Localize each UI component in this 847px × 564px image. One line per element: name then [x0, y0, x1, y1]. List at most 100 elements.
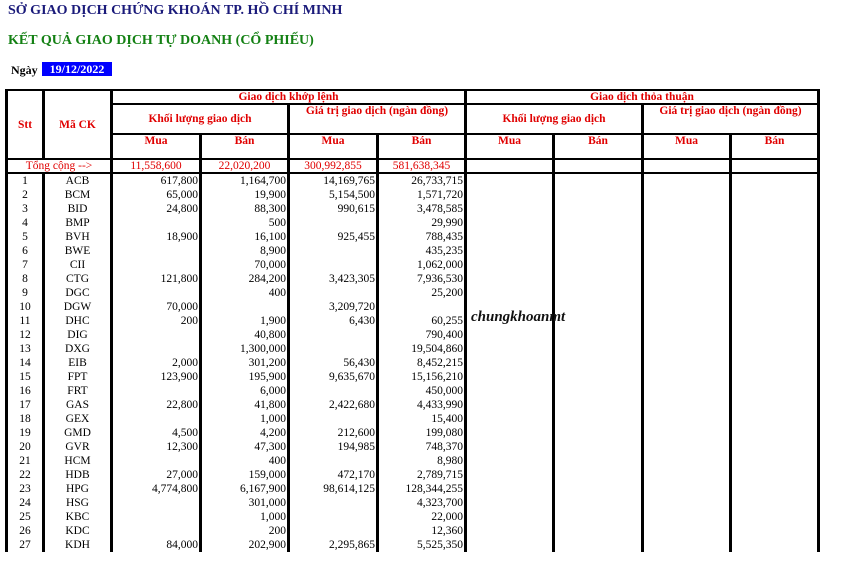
- cell-gt-mua: 990,615: [287, 202, 379, 216]
- cell-thoa-thuan: [552, 482, 644, 496]
- cell-thoa-thuan: [464, 258, 555, 272]
- report-title: KẾT QUẢ GIAO DỊCH TỰ DOANH (CỔ PHIẾU): [8, 33, 314, 48]
- cell-thoa-thuan: [641, 426, 732, 440]
- cell-kl-mua: 27,000: [110, 468, 202, 482]
- cell-stt: 26: [5, 524, 45, 538]
- cell-thoa-thuan: [641, 314, 732, 328]
- cell-kl-mua: [110, 244, 202, 258]
- cell-kl-ban: 500: [199, 216, 290, 230]
- cell-kl-ban: 159,000: [199, 468, 290, 482]
- cell-ma-ck: KDH: [42, 538, 113, 552]
- cell-gt-ban: 25,200: [376, 286, 467, 300]
- cell-thoa-thuan: [464, 468, 555, 482]
- cell-gt-mua: 2,295,865: [287, 538, 379, 552]
- table-row: 4 BMP 500 29,990: [5, 216, 820, 230]
- cell-thoa-thuan: [729, 314, 820, 328]
- cell-thoa-thuan: [464, 202, 555, 216]
- cell-gt-ban: 7,936,530: [376, 272, 467, 286]
- cell-ma-ck: GEX: [42, 412, 113, 426]
- cell-stt: 2: [5, 188, 45, 202]
- cell-thoa-thuan: [641, 216, 732, 230]
- cell-ma-ck: CTG: [42, 272, 113, 286]
- cell-gt-ban: 450,000: [376, 384, 467, 398]
- cell-ma-ck: DGW: [42, 300, 113, 314]
- cell-gt-mua: 3,423,305: [287, 272, 379, 286]
- cell-kl-ban: 19,900: [199, 188, 290, 202]
- cell-thoa-thuan: [552, 314, 644, 328]
- cell-thoa-thuan: [552, 216, 644, 230]
- table-row: 24 HSG 301,000 4,323,700: [5, 496, 820, 510]
- table-row: 11 DHC 200 1,900 6,430 60,255: [5, 314, 820, 328]
- table-row: 18 GEX 1,000 15,400: [5, 412, 820, 426]
- cell-thoa-thuan: [729, 286, 820, 300]
- header-ma-ck: Mã CK: [42, 89, 113, 160]
- cell-thoa-thuan: [552, 384, 644, 398]
- cell-gt-ban: 8,452,215: [376, 356, 467, 370]
- cell-gt-ban: 435,235: [376, 244, 467, 258]
- cell-thoa-thuan: [729, 454, 820, 468]
- cell-thoa-thuan: [552, 468, 644, 482]
- cell-thoa-thuan: [641, 370, 732, 384]
- table-row: 8 CTG 121,800 284,200 3,423,305 7,936,530: [5, 272, 820, 286]
- cell-kl-ban: 195,900: [199, 370, 290, 384]
- cell-ma-ck: DXG: [42, 342, 113, 356]
- cell-kl-mua: [110, 496, 202, 510]
- cell-stt: 25: [5, 510, 45, 524]
- cell-thoa-thuan: [552, 356, 644, 370]
- header-khoi-luong: Khối lượng giao dịch: [110, 103, 290, 135]
- cell-thoa-thuan: [729, 524, 820, 538]
- header-mua: Mua: [464, 133, 555, 160]
- cell-thoa-thuan: [641, 482, 732, 496]
- cell-stt: 23: [5, 482, 45, 496]
- table-row: 14 EIB 2,000 301,200 56,430 8,452,215: [5, 356, 820, 370]
- table-row: 9 DGC 400 25,200: [5, 286, 820, 300]
- cell-thoa-thuan: [641, 300, 732, 314]
- cell-kl-mua: 123,900: [110, 370, 202, 384]
- cell-thoa-thuan: [464, 286, 555, 300]
- cell-thoa-thuan: [641, 398, 732, 412]
- cell-thoa-thuan: [729, 538, 820, 552]
- cell-thoa-thuan: [729, 342, 820, 356]
- cell-gt-mua: 925,455: [287, 230, 379, 244]
- cell-stt: 12: [5, 328, 45, 342]
- cell-stt: 1: [5, 173, 45, 188]
- proprietary-trading-table: Stt Mã CK Giao dịch khớp lệnh Giao dịch …: [5, 89, 820, 552]
- cell-thoa-thuan: [641, 244, 732, 258]
- cell-gt-mua: 212,600: [287, 426, 379, 440]
- cell-gt-mua: 98,614,125: [287, 482, 379, 496]
- table-row: 6 BWE 8,900 435,235: [5, 244, 820, 258]
- cell-thoa-thuan: [464, 272, 555, 286]
- cell-gt-ban: 4,433,990: [376, 398, 467, 412]
- cell-gt-mua: [287, 216, 379, 230]
- cell-gt-ban: 22,000: [376, 510, 467, 524]
- cell-gt-mua: 194,985: [287, 440, 379, 454]
- cell-ma-ck: KBC: [42, 510, 113, 524]
- cell-thoa-thuan: [552, 230, 644, 244]
- cell-thoa-thuan: [464, 328, 555, 342]
- cell-thoa-thuan: [464, 244, 555, 258]
- cell-stt: 11: [5, 314, 45, 328]
- cell-kl-ban: 40,800: [199, 328, 290, 342]
- cell-gt-ban: 29,990: [376, 216, 467, 230]
- cell-gt-ban: 8,980: [376, 454, 467, 468]
- cell-kl-mua: 4,774,800: [110, 482, 202, 496]
- cell-ma-ck: HSG: [42, 496, 113, 510]
- cell-thoa-thuan: [552, 300, 644, 314]
- total-label: Tổng cộng -->: [5, 158, 113, 174]
- total-kl-mua: 11,558,600: [110, 158, 202, 174]
- cell-thoa-thuan: [729, 496, 820, 510]
- header-khoi-luong: Khối lượng giao dịch: [464, 103, 644, 135]
- cell-ma-ck: KDC: [42, 524, 113, 538]
- cell-gt-mua: [287, 412, 379, 426]
- cell-ma-ck: ACB: [42, 173, 113, 188]
- cell-thoa-thuan: [641, 342, 732, 356]
- cell-thoa-thuan: [641, 384, 732, 398]
- cell-thoa-thuan: [641, 202, 732, 216]
- cell-ma-ck: BWE: [42, 244, 113, 258]
- cell-thoa-thuan: [729, 258, 820, 272]
- cell-kl-ban: 202,900: [199, 538, 290, 552]
- cell-thoa-thuan: [641, 272, 732, 286]
- table-row: 27 KDH 84,000 202,900 2,295,865 5,525,350: [5, 538, 820, 552]
- cell-gt-ban: 788,435: [376, 230, 467, 244]
- table-row: 25 KBC 1,000 22,000: [5, 510, 820, 524]
